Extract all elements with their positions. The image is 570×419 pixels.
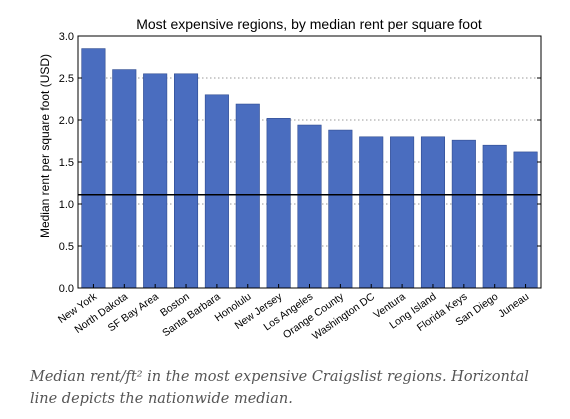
bar (112, 69, 137, 289)
bar-chart: Most expensive regions, by median rent p… (38, 16, 542, 342)
bar (359, 136, 384, 289)
y-tick-label: 1.5 (59, 157, 74, 169)
bar (513, 151, 538, 289)
y-tick-label: 1.0 (59, 199, 74, 211)
figure-caption: Median rent/ft² in the most expensive Cr… (30, 369, 529, 407)
y-tick-label: 2.5 (59, 73, 74, 85)
y-tick-label: 2.0 (59, 115, 74, 127)
chart-title: Most expensive regions, by median rent p… (136, 16, 482, 32)
bar (482, 144, 507, 289)
bar (174, 73, 199, 289)
bar (390, 136, 415, 289)
bar (266, 118, 291, 289)
y-tick-label: 3.0 (59, 31, 74, 43)
bar (204, 94, 229, 289)
y-tick-label: 0.0 (59, 283, 74, 295)
bar (81, 48, 106, 289)
bar (420, 136, 445, 289)
x-tick-label: Juneau (496, 291, 531, 321)
bar (328, 129, 353, 289)
bar (143, 73, 168, 289)
y-axis-label: Median rent per square foot (USD) (38, 54, 52, 238)
bar (451, 139, 476, 289)
bar (235, 103, 260, 289)
y-tick-label: 0.5 (59, 241, 74, 253)
bar (297, 124, 322, 289)
